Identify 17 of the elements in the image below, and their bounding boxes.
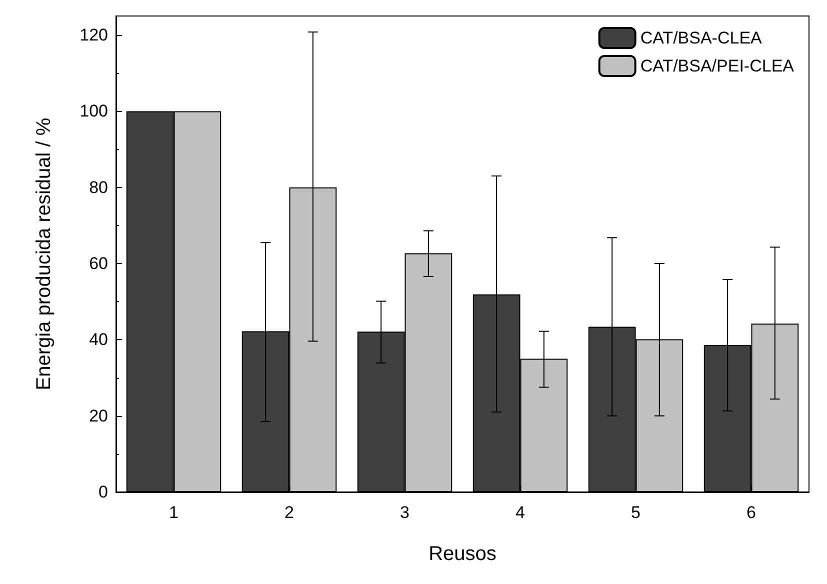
legend-label: CAT/BSA-CLEA <box>640 28 763 48</box>
y-tick-label: 20 <box>89 406 108 426</box>
y-tick-label: 60 <box>89 254 108 274</box>
x-tick-label: 4 <box>516 503 525 522</box>
y-tick-label: 120 <box>80 26 108 45</box>
y-tick-label: 40 <box>89 330 108 350</box>
x-tick-label: 2 <box>284 503 294 522</box>
x-tick-label: 6 <box>746 503 756 522</box>
x-tick-label: 3 <box>400 503 410 522</box>
x-tick-label: 5 <box>631 503 640 522</box>
y-tick-label: 100 <box>80 102 108 121</box>
y-axis-title: Energia producida residual / % <box>33 118 55 390</box>
y-tick-label: 0 <box>98 482 108 502</box>
y-tick-label: 80 <box>89 178 108 197</box>
legend-label: CAT/BSA/PEI-CLEA <box>640 56 795 76</box>
x-tick-label: 1 <box>169 503 178 522</box>
x-axis-title: Reusos <box>428 543 496 565</box>
